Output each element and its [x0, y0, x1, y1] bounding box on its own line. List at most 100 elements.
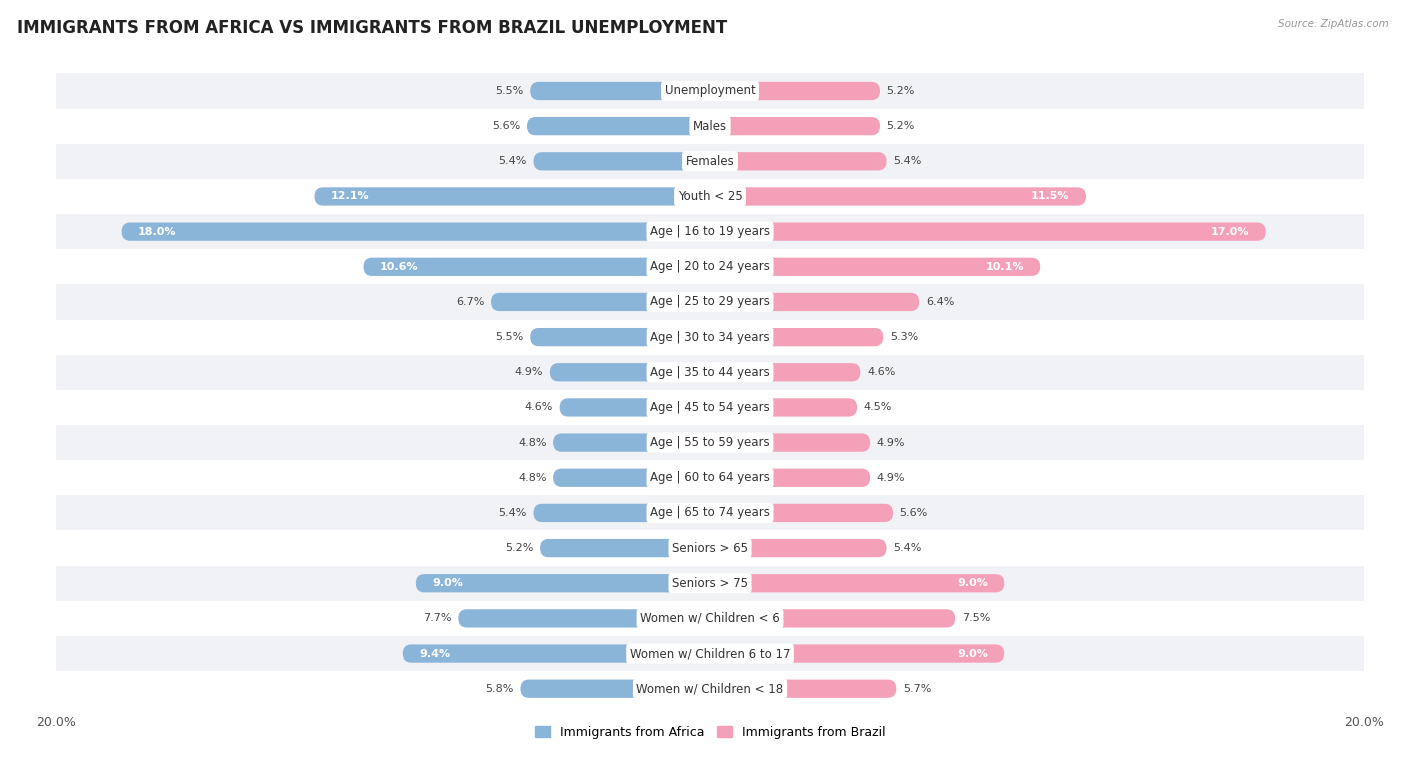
- Text: Females: Females: [686, 155, 734, 168]
- Text: 4.8%: 4.8%: [517, 438, 547, 447]
- Bar: [56, 460, 1364, 495]
- Text: Males: Males: [693, 120, 727, 132]
- Text: 5.4%: 5.4%: [499, 508, 527, 518]
- FancyBboxPatch shape: [710, 539, 887, 557]
- Text: 5.8%: 5.8%: [485, 684, 515, 693]
- Text: Age | 35 to 44 years: Age | 35 to 44 years: [650, 366, 770, 378]
- Text: Age | 20 to 24 years: Age | 20 to 24 years: [650, 260, 770, 273]
- Bar: [56, 636, 1364, 671]
- Text: 5.5%: 5.5%: [495, 86, 523, 96]
- Text: 4.9%: 4.9%: [877, 438, 905, 447]
- Text: 7.5%: 7.5%: [962, 613, 990, 624]
- Text: 12.1%: 12.1%: [330, 192, 370, 201]
- Text: Age | 30 to 34 years: Age | 30 to 34 years: [650, 331, 770, 344]
- FancyBboxPatch shape: [710, 503, 893, 522]
- FancyBboxPatch shape: [530, 328, 710, 346]
- FancyBboxPatch shape: [540, 539, 710, 557]
- Text: Seniors > 65: Seniors > 65: [672, 541, 748, 555]
- FancyBboxPatch shape: [710, 574, 1004, 593]
- Text: Women w/ Children < 18: Women w/ Children < 18: [637, 682, 783, 695]
- FancyBboxPatch shape: [416, 574, 710, 593]
- Text: 5.7%: 5.7%: [903, 684, 931, 693]
- Text: Age | 25 to 29 years: Age | 25 to 29 years: [650, 295, 770, 308]
- Text: 5.4%: 5.4%: [893, 156, 921, 167]
- Text: Source: ZipAtlas.com: Source: ZipAtlas.com: [1278, 19, 1389, 29]
- Text: 5.2%: 5.2%: [887, 121, 915, 131]
- Text: Age | 60 to 64 years: Age | 60 to 64 years: [650, 472, 770, 484]
- FancyBboxPatch shape: [710, 469, 870, 487]
- Text: Unemployment: Unemployment: [665, 85, 755, 98]
- Bar: [56, 671, 1364, 706]
- Text: 4.6%: 4.6%: [524, 403, 553, 413]
- Bar: [56, 285, 1364, 319]
- Text: 4.5%: 4.5%: [863, 403, 891, 413]
- Text: 9.4%: 9.4%: [419, 649, 450, 659]
- FancyBboxPatch shape: [458, 609, 710, 628]
- Bar: [56, 144, 1364, 179]
- Text: 5.2%: 5.2%: [887, 86, 915, 96]
- Text: 6.4%: 6.4%: [925, 297, 955, 307]
- Text: 4.9%: 4.9%: [877, 473, 905, 483]
- Text: 17.0%: 17.0%: [1211, 226, 1250, 237]
- Text: 9.0%: 9.0%: [957, 649, 988, 659]
- FancyBboxPatch shape: [710, 223, 1265, 241]
- Text: Age | 45 to 54 years: Age | 45 to 54 years: [650, 401, 770, 414]
- Text: 11.5%: 11.5%: [1031, 192, 1070, 201]
- Text: Women w/ Children < 6: Women w/ Children < 6: [640, 612, 780, 625]
- Text: Age | 65 to 74 years: Age | 65 to 74 years: [650, 506, 770, 519]
- Text: 4.9%: 4.9%: [515, 367, 543, 377]
- Bar: [56, 601, 1364, 636]
- FancyBboxPatch shape: [710, 363, 860, 382]
- Text: Women w/ Children 6 to 17: Women w/ Children 6 to 17: [630, 647, 790, 660]
- Bar: [56, 495, 1364, 531]
- Text: Seniors > 75: Seniors > 75: [672, 577, 748, 590]
- FancyBboxPatch shape: [710, 609, 955, 628]
- Bar: [56, 249, 1364, 285]
- Bar: [56, 179, 1364, 214]
- Bar: [56, 73, 1364, 108]
- FancyBboxPatch shape: [710, 680, 897, 698]
- FancyBboxPatch shape: [527, 117, 710, 136]
- Bar: [56, 390, 1364, 425]
- FancyBboxPatch shape: [530, 82, 710, 100]
- Text: 5.4%: 5.4%: [499, 156, 527, 167]
- FancyBboxPatch shape: [710, 82, 880, 100]
- FancyBboxPatch shape: [315, 187, 710, 206]
- Bar: [56, 531, 1364, 565]
- Bar: [56, 355, 1364, 390]
- Text: 10.6%: 10.6%: [380, 262, 419, 272]
- FancyBboxPatch shape: [121, 223, 710, 241]
- Bar: [56, 565, 1364, 601]
- FancyBboxPatch shape: [710, 257, 1040, 276]
- Bar: [56, 214, 1364, 249]
- Legend: Immigrants from Africa, Immigrants from Brazil: Immigrants from Africa, Immigrants from …: [530, 721, 890, 744]
- FancyBboxPatch shape: [364, 257, 710, 276]
- Text: 10.1%: 10.1%: [986, 262, 1024, 272]
- Bar: [56, 108, 1364, 144]
- Text: Age | 16 to 19 years: Age | 16 to 19 years: [650, 225, 770, 238]
- FancyBboxPatch shape: [710, 187, 1085, 206]
- FancyBboxPatch shape: [520, 680, 710, 698]
- Text: IMMIGRANTS FROM AFRICA VS IMMIGRANTS FROM BRAZIL UNEMPLOYMENT: IMMIGRANTS FROM AFRICA VS IMMIGRANTS FRO…: [17, 19, 727, 37]
- Text: 7.7%: 7.7%: [423, 613, 451, 624]
- FancyBboxPatch shape: [553, 434, 710, 452]
- Text: 5.6%: 5.6%: [492, 121, 520, 131]
- FancyBboxPatch shape: [553, 469, 710, 487]
- Text: 9.0%: 9.0%: [957, 578, 988, 588]
- Bar: [56, 425, 1364, 460]
- FancyBboxPatch shape: [560, 398, 710, 416]
- Text: 18.0%: 18.0%: [138, 226, 177, 237]
- FancyBboxPatch shape: [710, 152, 887, 170]
- Text: 5.4%: 5.4%: [893, 543, 921, 553]
- Text: 6.7%: 6.7%: [456, 297, 485, 307]
- Text: 5.6%: 5.6%: [900, 508, 928, 518]
- Text: Age | 55 to 59 years: Age | 55 to 59 years: [650, 436, 770, 449]
- Text: 5.3%: 5.3%: [890, 332, 918, 342]
- FancyBboxPatch shape: [491, 293, 710, 311]
- Text: 5.5%: 5.5%: [495, 332, 523, 342]
- FancyBboxPatch shape: [710, 117, 880, 136]
- Text: Youth < 25: Youth < 25: [678, 190, 742, 203]
- FancyBboxPatch shape: [533, 503, 710, 522]
- Text: 4.6%: 4.6%: [868, 367, 896, 377]
- FancyBboxPatch shape: [710, 328, 883, 346]
